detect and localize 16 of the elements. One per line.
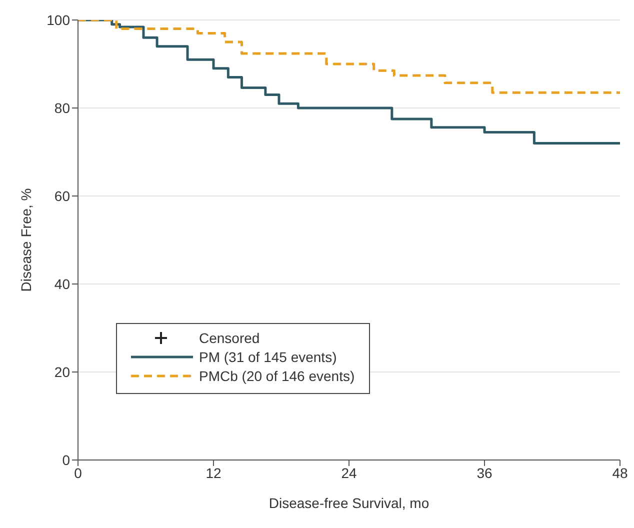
legend-label: PM (31 of 145 events) <box>199 349 337 365</box>
y-tick-label: 100 <box>46 12 70 28</box>
y-tick-label: 60 <box>54 188 70 204</box>
x-tick-label: 48 <box>612 464 628 481</box>
y-tick-label: 40 <box>54 276 70 292</box>
x-axis-title: Disease-free Survival, mo <box>268 495 430 511</box>
x-tick-label: 36 <box>476 464 492 481</box>
y-axis-title: Disease Free, % <box>18 188 34 292</box>
legend-label: PMCb (20 of 146 events) <box>199 368 355 384</box>
y-tick-label: 0 <box>62 452 70 468</box>
x-tick-label: 0 <box>74 464 82 481</box>
y-tick-label: 20 <box>54 364 70 380</box>
x-tick-label: 24 <box>341 464 357 481</box>
legend-title: Censored <box>199 330 260 346</box>
x-tick-label: 12 <box>206 464 222 481</box>
y-tick-label: 80 <box>54 100 70 116</box>
